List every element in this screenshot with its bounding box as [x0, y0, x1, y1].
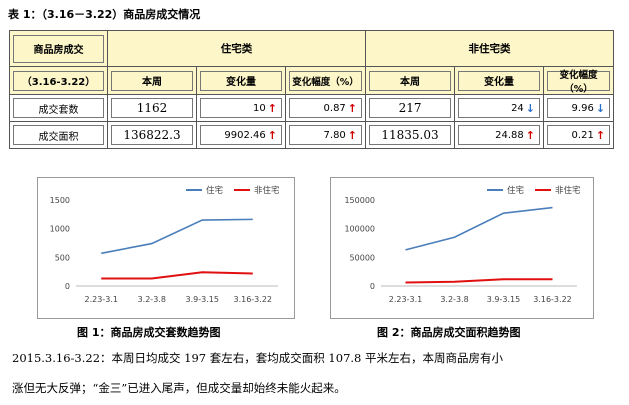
non-week-value: 217: [369, 98, 452, 118]
res-pct-value: 0.87: [323, 102, 346, 114]
y-tick-label: 500: [55, 253, 70, 262]
y-tick-label: 150000: [344, 196, 375, 205]
residential-group-header: 住宅类: [106, 30, 367, 67]
y-tick-label: 0: [65, 282, 70, 291]
non-pct-value: 0.21: [571, 129, 594, 141]
series-line-residential: [405, 206, 553, 251]
paragraph-line-1: 2015.3.16-3.22：本周日均成交 197 套左右，套均成交面积 107…: [12, 351, 504, 365]
res-week-value: 136822.3: [111, 125, 193, 145]
non-change-value: 24: [511, 102, 524, 114]
table-title: 表 1：（3.16－3.22）商品房成交情况: [8, 8, 201, 21]
res-change-cell: 10 ↑: [200, 98, 282, 118]
arrow-down-icon: ↓: [525, 101, 536, 115]
res-pct-cell: 0.87 ↑: [289, 98, 363, 118]
arrow-down-icon: ↓: [595, 101, 606, 115]
non-change-cell: 24 ↓: [458, 98, 541, 118]
non-change-cell: 24.88 ↑: [458, 125, 541, 145]
paragraph-line-2: 涨但无大反弹；“金三”已进入尾声，但成交量却始终未能火起来。: [12, 381, 346, 395]
chart-units-svg: 0 500 1000 1500 2.23-3.1 3.2-3.8 3.9-3.15 3.16-…: [50, 185, 280, 304]
chart-units-trend: 0 500 1000 1500 2.23-3.1 3.2-3.8 3.9-3.15 3.16-…: [37, 177, 295, 319]
res-pct-value: 7.80: [323, 129, 346, 141]
x-tick-label: 3.9-3.15: [186, 295, 219, 304]
legend-label: 非住宅: [555, 185, 581, 196]
table-row: 成交套数 1162 10 ↑ 0.87 ↑ 217 24 ↓ 9.96 ↓: [9, 94, 615, 122]
x-tick-label: 3.2-3.8: [138, 295, 166, 304]
y-tick-label: 100000: [344, 225, 375, 234]
chart1-caption: 图 1：商品房成交套数趋势图: [77, 326, 221, 339]
non-pct-header: 变化幅度（%）: [547, 70, 611, 95]
x-tick-label: 3.16-3.22: [533, 295, 572, 304]
non-pct-cell: 9.96 ↓: [547, 98, 611, 118]
corner-period-cell: （3.16-3.22）: [9, 66, 108, 95]
x-tick-label: 2.23-3.1: [85, 295, 118, 304]
series-line-nonresidential: [405, 278, 553, 284]
y-tick-label: 1000: [50, 225, 70, 234]
arrow-up-icon: ↑: [347, 128, 358, 142]
res-change-header: 变化量: [200, 70, 282, 91]
res-week-header: 本周: [111, 70, 193, 91]
corner-header-cell: 商品房成交: [9, 30, 108, 67]
res-week-value: 1162: [111, 98, 193, 118]
y-tick-label: 50000: [350, 253, 375, 262]
nonresidential-group-header: 非住宅类: [365, 30, 615, 67]
res-pct-cell: 7.80 ↑: [289, 125, 363, 145]
corner-header-top: 商品房成交: [13, 34, 104, 63]
x-tick-label: 3.9-3.15: [487, 295, 520, 304]
non-week-value: 11835.03: [369, 125, 452, 145]
non-pct-cell: 0.21 ↑: [547, 125, 611, 145]
non-change-value: 24.88: [495, 129, 524, 141]
chart-area-trend: 0 50000 100000 150000 2.23-3.1 3.2-3.8 3.9-3.1…: [330, 177, 594, 319]
non-pct-value: 9.96: [571, 102, 594, 114]
corner-period: （3.16-3.22）: [13, 70, 104, 91]
chart-area-svg: 0 50000 100000 150000 2.23-3.1 3.2-3.8 3.9-3.1…: [344, 185, 581, 304]
row-label: 成交面积: [13, 125, 104, 145]
legend-label: 非住宅: [254, 185, 280, 196]
res-change-value: 9902.46: [224, 129, 266, 141]
res-change-value: 10: [253, 102, 266, 114]
y-tick-label: 0: [370, 282, 375, 291]
res-change-cell: 9902.46 ↑: [200, 125, 282, 145]
arrow-up-icon: ↑: [267, 101, 277, 115]
arrow-up-icon: ↑: [595, 128, 606, 142]
x-tick-label: 2.23-3.1: [389, 295, 422, 304]
table-row: 成交面积 136822.3 9902.46 ↑ 7.80 ↑ 11835.03 24…: [9, 121, 615, 149]
legend-label: 住宅: [507, 185, 524, 196]
arrow-up-icon: ↑: [347, 101, 358, 115]
x-tick-label: 3.2-3.8: [440, 295, 468, 304]
res-pct-header: 变化幅度（%）: [289, 70, 363, 91]
stats-table: 商品房成交 住宅类 非住宅类 （3.16-3.22） 本周 变化量 变化幅度（%…: [9, 30, 615, 149]
series-line-nonresidential: [101, 271, 253, 280]
x-tick-label: 3.16-3.22: [233, 295, 272, 304]
non-week-header: 本周: [369, 70, 452, 91]
y-tick-label: 1500: [50, 196, 70, 205]
arrow-up-icon: ↑: [267, 128, 277, 142]
series-line-residential: [101, 218, 253, 255]
legend-label: 住宅: [206, 185, 223, 196]
arrow-up-icon: ↑: [525, 128, 536, 142]
non-change-header: 变化量: [458, 70, 541, 91]
chart2-caption: 图 2：商品房成交面积趋势图: [377, 326, 521, 339]
row-label: 成交套数: [13, 98, 104, 118]
